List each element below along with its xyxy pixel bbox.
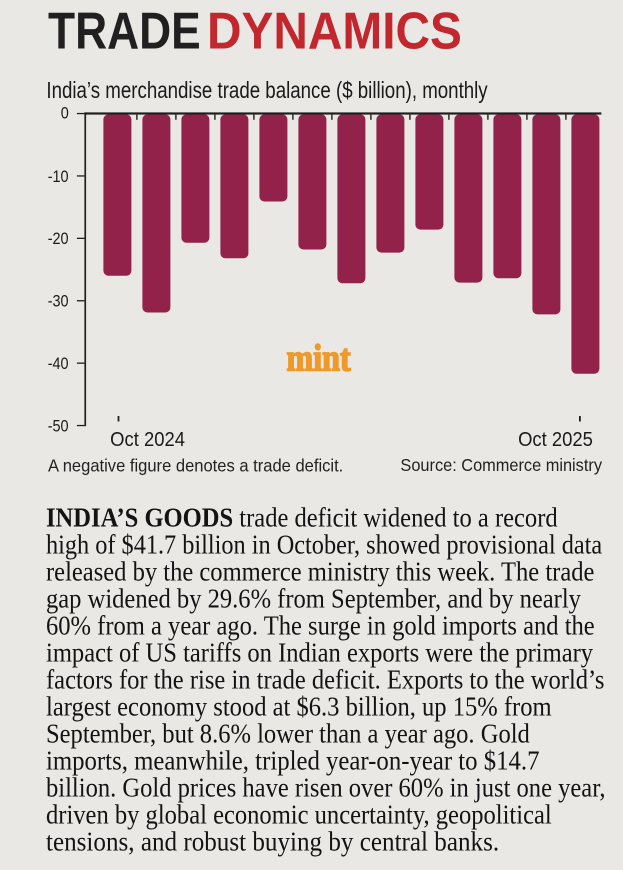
- svg-text:0: 0: [61, 104, 69, 122]
- svg-text:TRADE: TRADE: [48, 2, 201, 60]
- svg-text:-40: -40: [48, 355, 69, 373]
- svg-text:-30: -30: [48, 293, 69, 311]
- svg-text:gap widened by 29.6% from Sept: gap widened by 29.6% from September, and…: [46, 583, 581, 613]
- svg-text:Oct 2025: Oct 2025: [518, 428, 593, 451]
- svg-text:INDIA’S GOODS trade deficit wi: INDIA’S GOODS trade deficit widened to a…: [46, 502, 558, 532]
- svg-text:Oct 2024: Oct 2024: [110, 428, 185, 451]
- svg-text:A negative figure denotes a tr: A negative figure denotes a trade defici…: [48, 455, 343, 476]
- svg-text:driven by global economic unce: driven by global economic uncertainty, g…: [46, 799, 552, 829]
- svg-text:billion. Gold prices have rise: billion. Gold prices have risen over 60%…: [46, 772, 606, 802]
- svg-text:high of $41.7 billion in Octob: high of $41.7 billion in October, showed…: [46, 529, 603, 559]
- svg-text:India’s merchandise trade bala: India’s merchandise trade balance ($ bil…: [46, 78, 488, 103]
- svg-text:impact of US tariffs on Indian: impact of US tariffs on Indian exports w…: [46, 637, 593, 667]
- svg-text:-50: -50: [48, 417, 69, 435]
- svg-text:September, but 8.6% lower than: September, but 8.6% lower than a year ag…: [46, 718, 530, 748]
- svg-text:factors for the rise in trade: factors for the rise in trade deficit. E…: [46, 664, 604, 694]
- svg-text:imports, meanwhile, tripled ye: imports, meanwhile, tripled year-on-year…: [46, 745, 540, 775]
- svg-text:-10: -10: [48, 168, 69, 186]
- svg-text:tensions, and robust buying by: tensions, and robust buying by central b…: [46, 827, 499, 857]
- svg-text:released by the commerce minis: released by the commerce ministry this w…: [46, 556, 594, 586]
- svg-text:-20: -20: [48, 230, 69, 248]
- svg-text:largest economy stood at $6.3: largest economy stood at $6.3 billion, u…: [46, 691, 552, 721]
- svg-text:DYNAMICS: DYNAMICS: [207, 2, 462, 60]
- svg-text:60% from a year ago. The surge: 60% from a year ago. The surge in gold i…: [46, 610, 595, 640]
- svg-text:mint: mint: [287, 337, 351, 379]
- svg-text:Source: Commerce ministry: Source: Commerce ministry: [400, 454, 602, 475]
